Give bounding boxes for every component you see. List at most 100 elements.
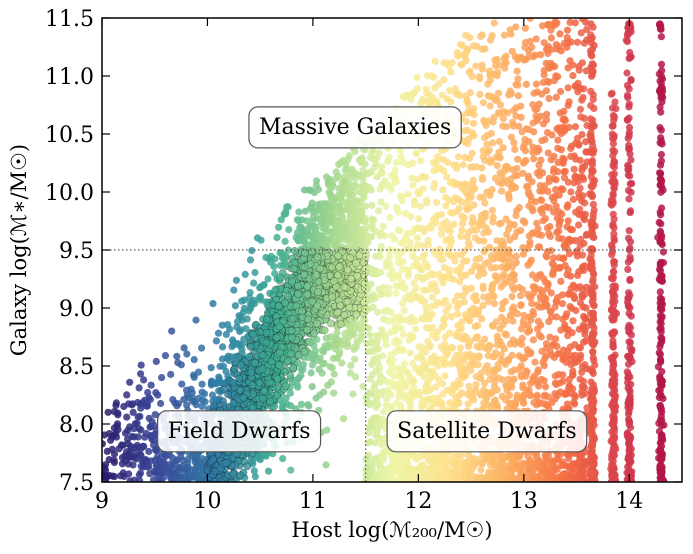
data-point	[405, 245, 413, 253]
data-point	[478, 164, 486, 172]
data-point	[154, 391, 162, 399]
data-point	[577, 29, 585, 37]
data-point	[320, 276, 329, 284]
data-point	[502, 396, 510, 404]
data-point	[548, 457, 556, 465]
data-point	[478, 65, 487, 73]
data-point	[485, 258, 493, 266]
data-point	[547, 156, 555, 164]
data-point	[102, 440, 106, 448]
data-point	[262, 338, 271, 347]
data-point	[340, 311, 349, 319]
data-point	[565, 235, 573, 244]
data-point	[348, 328, 356, 336]
data-point	[183, 386, 191, 394]
data-point	[222, 330, 230, 338]
data-point	[196, 461, 204, 469]
data-point	[489, 218, 497, 226]
data-point	[517, 226, 525, 235]
data-point	[285, 226, 293, 234]
data-point	[307, 369, 315, 377]
data-point	[310, 189, 318, 197]
data-point	[282, 394, 290, 402]
data-point	[304, 315, 312, 324]
data-point	[308, 297, 317, 306]
data-point	[131, 453, 139, 461]
data-point	[557, 185, 566, 193]
data-point	[534, 368, 542, 376]
data-point	[234, 318, 242, 326]
data-point	[298, 307, 306, 316]
data-point	[294, 383, 302, 391]
data-point	[123, 391, 131, 399]
data-point	[137, 404, 145, 412]
data-point	[207, 364, 215, 372]
data-point	[334, 172, 342, 180]
data-point	[260, 386, 269, 395]
data-point	[293, 216, 301, 224]
data-point	[192, 469, 200, 477]
data-point	[452, 90, 460, 98]
data-point	[501, 59, 509, 67]
data-point	[529, 148, 537, 156]
data-point	[322, 334, 330, 342]
data-point	[123, 413, 131, 421]
data-point	[173, 402, 181, 410]
data-point	[208, 391, 217, 399]
data-point	[224, 390, 232, 399]
data-point	[512, 211, 520, 220]
data-point	[179, 456, 187, 465]
data-point	[557, 87, 565, 96]
data-point	[359, 175, 367, 183]
data-point	[266, 397, 275, 406]
data-point	[336, 320, 345, 328]
data-point	[340, 283, 349, 292]
data-point	[491, 378, 499, 386]
data-point	[255, 378, 264, 387]
data-point	[347, 361, 355, 370]
data-point	[209, 397, 217, 405]
data-point	[307, 339, 315, 347]
data-point	[308, 383, 316, 391]
data-point	[303, 282, 312, 291]
data-point	[349, 390, 357, 398]
data-point	[137, 370, 145, 378]
data-point	[507, 30, 515, 38]
data-point	[112, 401, 120, 410]
data-point	[458, 212, 466, 221]
data-point	[319, 348, 328, 356]
data-point	[366, 331, 374, 339]
data-point	[570, 165, 578, 173]
data-point	[316, 264, 324, 273]
data-point	[421, 298, 429, 306]
data-point	[130, 476, 138, 482]
data-point	[446, 87, 454, 95]
data-point	[135, 443, 143, 451]
data-point	[135, 384, 143, 392]
data-point	[471, 234, 479, 242]
data-point	[526, 379, 535, 387]
data-point	[130, 425, 138, 433]
data-point	[546, 232, 555, 241]
data-point	[527, 256, 536, 264]
data-point	[214, 329, 223, 337]
data-point	[294, 281, 302, 290]
data-point	[144, 388, 152, 397]
data-point	[209, 300, 217, 308]
data-point	[469, 119, 478, 127]
data-point	[233, 323, 241, 331]
data-point	[245, 307, 253, 315]
data-point	[147, 381, 155, 389]
data-point	[404, 190, 412, 198]
data-point	[147, 457, 155, 465]
data-point	[246, 289, 254, 297]
data-point	[277, 216, 285, 224]
data-point	[149, 476, 158, 482]
data-point	[134, 413, 142, 421]
data-point	[229, 399, 238, 408]
data-point	[256, 344, 265, 353]
data-point	[190, 356, 198, 364]
data-point	[262, 452, 270, 460]
data-point	[573, 38, 582, 46]
